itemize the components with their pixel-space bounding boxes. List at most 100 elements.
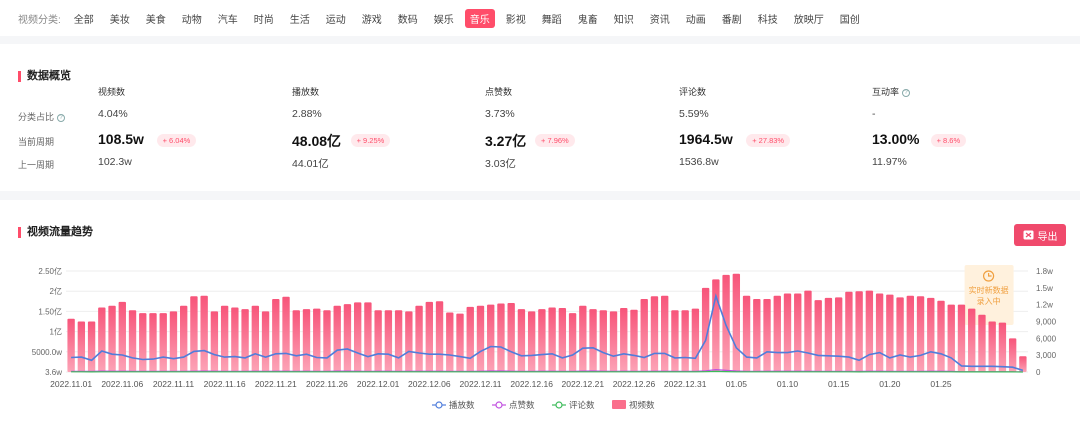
video-count-bar[interactable] [886,294,894,372]
category-生活[interactable]: 生活 [289,14,310,26]
video-count-bar[interactable] [609,311,618,372]
video-count-bar[interactable] [527,311,536,372]
category-汽车[interactable]: 汽车 [217,14,238,26]
video-count-bar[interactable] [67,318,75,372]
video-count-bar[interactable] [650,296,659,372]
video-count-bar[interactable] [353,302,362,372]
video-count-bar[interactable] [568,313,577,372]
video-count-bar[interactable] [261,311,270,372]
video-count-bar[interactable] [180,305,188,372]
category-影视[interactable]: 影视 [505,14,526,26]
video-count-bar[interactable] [190,296,198,372]
category-娱乐[interactable]: 娱乐 [433,14,454,26]
video-count-bar[interactable] [978,314,986,372]
category-国创[interactable]: 国创 [839,14,860,26]
video-count-bar[interactable] [272,299,280,372]
category-鬼畜[interactable]: 鬼畜 [577,14,598,26]
export-button[interactable]: 导出 [1014,224,1066,246]
video-count-bar[interactable] [732,273,741,372]
video-count-bar[interactable] [896,297,904,372]
video-count-bar[interactable] [292,310,300,372]
video-count-bar[interactable] [497,303,505,372]
video-count-bar[interactable] [753,299,761,372]
video-count-bar[interactable] [794,293,802,372]
video-count-bar[interactable] [517,309,526,372]
video-count-bar[interactable] [425,301,433,372]
legend-item[interactable]: 点赞数 [492,400,535,410]
video-count-bar[interactable] [558,308,567,372]
category-动物[interactable]: 动物 [181,14,202,26]
category-音乐[interactable]: 音乐 [464,8,495,28]
help-icon[interactable]: ? [902,88,911,97]
video-count-bar[interactable] [875,293,884,372]
video-count-bar[interactable] [98,307,106,372]
legend-item[interactable]: 播放数 [432,400,475,410]
video-count-bar[interactable] [916,296,925,372]
video-count-bar[interactable] [323,310,331,372]
category-动画[interactable]: 动画 [685,14,706,26]
category-数码[interactable]: 数码 [397,14,418,26]
video-count-bar[interactable] [139,313,147,372]
video-count-bar[interactable] [865,290,874,372]
video-count-bar[interactable] [251,305,260,372]
video-count-bar[interactable] [466,306,474,372]
legend-item[interactable]: 视频数 [612,400,655,410]
video-count-bar[interactable] [507,302,515,372]
video-count-bar[interactable] [364,302,372,372]
video-count-bar[interactable] [210,311,219,372]
video-count-bar[interactable] [1019,356,1027,372]
video-count-bar[interactable] [579,305,587,372]
video-count-bar[interactable] [374,310,382,372]
video-count-bar[interactable] [128,310,137,372]
help-icon[interactable]: ? [57,113,66,122]
series-line-评论数[interactable] [71,370,1023,373]
video-count-bar[interactable] [906,295,914,372]
video-count-bar[interactable] [415,305,423,372]
video-count-bar[interactable] [241,309,249,372]
video-count-bar[interactable] [968,308,976,372]
video-count-bar[interactable] [763,299,771,372]
video-count-bar[interactable] [620,308,628,372]
category-游戏[interactable]: 游戏 [361,14,382,26]
video-count-bar[interactable] [220,305,229,372]
category-全部[interactable]: 全部 [73,14,94,26]
legend-item[interactable]: 评论数 [552,400,595,410]
category-科技[interactable]: 科技 [757,14,778,26]
series-line-播放数[interactable] [71,293,1024,372]
video-count-bar[interactable] [814,300,822,372]
video-count-bar[interactable] [957,304,966,372]
video-count-bar[interactable] [589,309,597,372]
video-count-bar[interactable] [671,310,679,372]
video-count-bar[interactable] [937,300,945,372]
video-count-bar[interactable] [87,321,96,373]
category-运动[interactable]: 运动 [325,14,346,26]
video-count-bar[interactable] [538,309,546,372]
video-count-bar[interactable] [446,312,454,372]
category-知识[interactable]: 知识 [613,14,634,26]
video-count-bar[interactable] [834,297,843,372]
video-count-bar[interactable] [118,301,126,372]
video-count-bar[interactable] [313,308,321,372]
video-count-bar[interactable] [77,321,86,373]
video-count-bar[interactable] [988,321,996,373]
video-count-bar[interactable] [1008,338,1017,372]
category-时尚[interactable]: 时尚 [253,14,274,26]
video-count-bar[interactable] [927,297,935,372]
video-count-bar[interactable] [548,307,556,372]
video-count-bar[interactable] [630,309,638,372]
video-count-bar[interactable] [640,299,648,372]
category-放映厅[interactable]: 放映厅 [793,14,824,26]
video-count-bar[interactable] [169,311,178,372]
video-count-bar[interactable] [661,295,669,372]
category-美食[interactable]: 美食 [145,14,166,26]
category-美妆[interactable]: 美妆 [109,14,130,26]
video-count-bar[interactable] [599,310,607,372]
video-count-bar[interactable] [998,322,1007,372]
video-count-bar[interactable] [691,308,700,372]
video-count-bar[interactable] [231,307,239,372]
video-count-bar[interactable] [701,287,710,372]
video-count-bar[interactable] [394,310,403,372]
video-count-bar[interactable] [783,293,792,372]
video-count-bar[interactable] [742,295,751,372]
video-count-bar[interactable] [712,279,720,372]
